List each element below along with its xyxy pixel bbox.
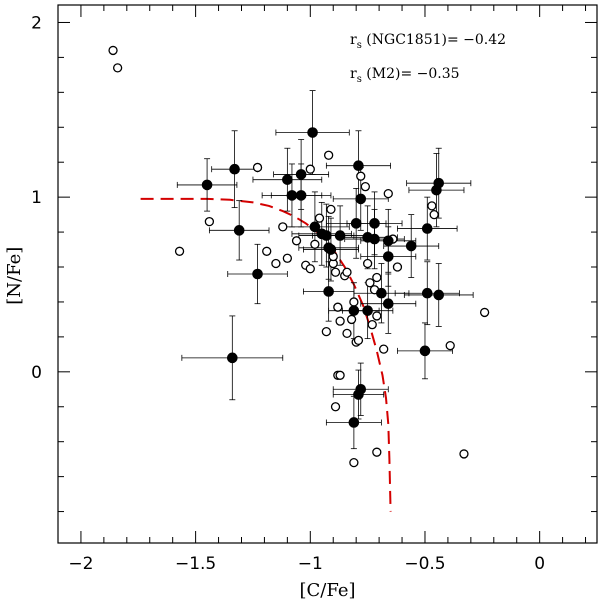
filled-data-point (433, 289, 445, 301)
filled-data-point (252, 268, 263, 280)
filled-data-point (405, 240, 417, 252)
filled-data-point (382, 298, 394, 309)
filled-data-point (323, 286, 334, 297)
open-data-point (291, 236, 302, 246)
filled-data-point (433, 177, 445, 189)
open-data-point (356, 171, 366, 181)
filled-data-point (233, 225, 245, 236)
filled-data-point (348, 305, 360, 316)
filled-data-point (309, 221, 321, 233)
filled-data-point (419, 345, 431, 357)
x-tick-label: −2 (68, 554, 93, 574)
open-data-point (429, 209, 439, 220)
open-data-point (349, 457, 359, 468)
open-data-point (330, 267, 341, 277)
open-data-point (278, 222, 288, 232)
y-tick-label: 1 (31, 188, 42, 208)
correlation-annotation: rs (M2)= −0.35 (350, 66, 460, 85)
filled-data-point (421, 287, 433, 299)
y-tick-label: 0 (31, 363, 42, 383)
filled-data-point (421, 223, 433, 234)
error-bar-layer (176, 90, 474, 450)
filled-data-point (369, 218, 380, 229)
filled-data-point (348, 417, 360, 428)
filled-data-point (201, 179, 213, 191)
filled-data-point (382, 251, 394, 262)
filled-data-point (382, 235, 394, 247)
filled-data-point (350, 218, 362, 229)
filled-data-point (282, 174, 293, 185)
open-data-point (330, 402, 341, 412)
open-data-point (305, 164, 315, 174)
open-data-point (204, 216, 215, 227)
filled-data-point (355, 193, 367, 205)
open-data-point (479, 307, 490, 318)
open-data-point (323, 150, 334, 160)
filled-data-point (362, 305, 373, 316)
open-data-point (445, 340, 455, 351)
open-data-point (346, 314, 357, 325)
y-tick-label: 2 (31, 13, 42, 33)
open-data-point (333, 302, 343, 312)
filled-data-point (286, 190, 298, 201)
filled-data-point (325, 244, 337, 255)
open-data-point (335, 370, 345, 380)
open-data-point (342, 328, 352, 339)
open-data-point (305, 264, 315, 274)
text-layer: −2 −1.5 −1 −0.5 0 0 1 2 [C/Fe] [N/Fe] rs (NGC1851)… (4, 13, 545, 601)
open-data-point (262, 246, 272, 256)
correlation-annotation: rs (NGC1851)= −0.42 (350, 32, 506, 51)
filled-data-point (307, 127, 318, 138)
open-data-point (271, 258, 281, 269)
open-data-point (108, 45, 118, 56)
filled-data-point (227, 352, 238, 364)
open-data-point (392, 262, 403, 272)
axes-layer (57, 4, 598, 544)
x-tick-label: −1 (298, 554, 323, 574)
open-data-point (282, 253, 293, 263)
open-data-point (321, 326, 332, 337)
open-data-point (349, 297, 359, 307)
open-data-point (342, 267, 352, 277)
x-axis-label: [C/Fe] (299, 580, 355, 601)
open-data-point (353, 335, 364, 346)
open-point-layer (108, 45, 490, 468)
open-data-point (372, 447, 382, 457)
open-data-point (326, 204, 336, 215)
open-data-point (367, 320, 377, 330)
filled-data-point (295, 169, 307, 180)
filled-point-layer (201, 127, 445, 428)
open-data-point (335, 316, 345, 326)
filled-data-point (334, 230, 346, 241)
open-data-point (360, 182, 370, 192)
filled-data-point (369, 233, 380, 245)
filled-data-point (376, 287, 387, 299)
filled-data-point (229, 163, 240, 175)
filled-data-point (295, 190, 307, 201)
filled-data-point (353, 160, 364, 172)
open-data-point (379, 344, 389, 354)
open-data-point (365, 278, 375, 288)
open-data-point (314, 213, 325, 223)
filled-data-point (353, 389, 364, 400)
open-data-point (362, 258, 373, 269)
open-data-point (372, 311, 382, 321)
x-tick-label: 0 (534, 554, 545, 574)
plot-frame (57, 4, 598, 544)
open-data-point (427, 201, 437, 211)
open-data-point (112, 63, 123, 73)
open-data-point (459, 449, 469, 459)
open-data-point (310, 239, 320, 249)
open-data-point (372, 272, 382, 283)
open-data-point (174, 246, 185, 256)
y-axis-label: [N/Fe] (4, 247, 25, 305)
x-tick-label: −0.5 (404, 554, 445, 574)
x-tick-label: −1.5 (175, 554, 216, 574)
filled-data-point (321, 230, 332, 241)
open-data-point (252, 162, 263, 173)
open-data-point (383, 188, 393, 199)
